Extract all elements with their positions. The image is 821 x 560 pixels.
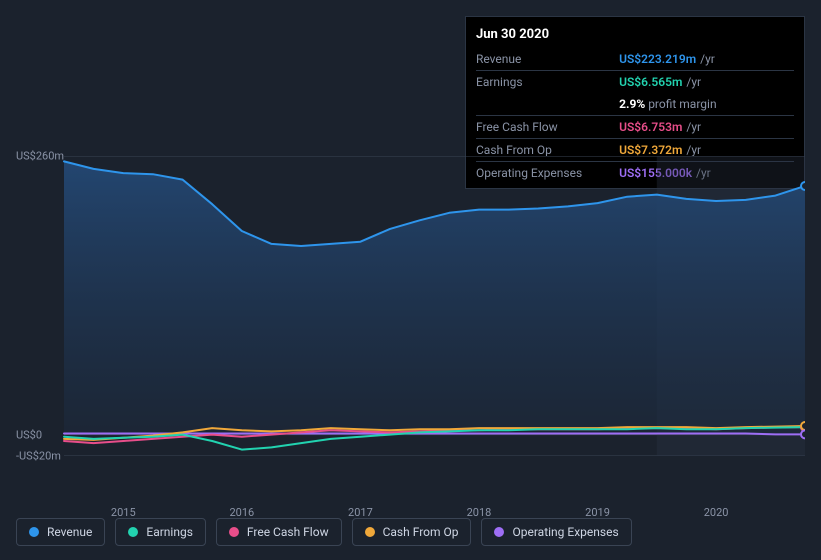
y-axis-label: US$0: [16, 428, 60, 441]
tooltip-row-label: Earnings: [476, 71, 619, 94]
chart-area[interactable]: US$260mUS$0-US$20m 201520162017201820192…: [16, 156, 805, 500]
tooltip-row-value: US$223.219m/yr: [619, 48, 794, 71]
legend-item[interactable]: Operating Expenses: [481, 518, 631, 546]
x-axis-label: 2020: [704, 506, 729, 519]
tooltip-row-label: Free Cash Flow: [476, 116, 619, 139]
tooltip-row: EarningsUS$6.565m/yr: [476, 71, 794, 94]
tooltip-row-label: Revenue: [476, 48, 619, 71]
tooltip-row-value: US$6.565m/yr: [619, 71, 794, 94]
legend-label: Operating Expenses: [512, 525, 618, 539]
legend-swatch-icon: [365, 527, 375, 537]
y-axis-label: US$260m: [16, 150, 60, 163]
legend-swatch-icon: [494, 527, 504, 537]
y-axis-label: -US$20m: [16, 450, 60, 463]
tooltip-date: Jun 30 2020: [476, 23, 794, 48]
legend-swatch-icon: [128, 527, 138, 537]
tooltip-row: RevenueUS$223.219m/yr: [476, 48, 794, 71]
tooltip-row: Free Cash FlowUS$6.753m/yr: [476, 116, 794, 139]
legend-item[interactable]: Cash From Op: [352, 518, 472, 546]
legend-label: Earnings: [146, 525, 193, 539]
tooltip-row-value: US$6.753m/yr: [619, 116, 794, 139]
legend-item[interactable]: Free Cash Flow: [216, 518, 342, 546]
legend-item[interactable]: Revenue: [16, 518, 105, 546]
legend-label: Cash From Op: [383, 525, 459, 539]
legend-label: Free Cash Flow: [247, 525, 329, 539]
legend-label: Revenue: [47, 525, 92, 539]
legend: Revenue Earnings Free Cash Flow Cash From O…: [16, 518, 632, 546]
legend-item[interactable]: Earnings: [115, 518, 206, 546]
legend-swatch-icon: [229, 527, 239, 537]
legend-swatch-icon: [29, 527, 39, 537]
tooltip-row-extra: 2.9% profit margin: [476, 93, 794, 116]
chart-svg: [16, 156, 805, 456]
